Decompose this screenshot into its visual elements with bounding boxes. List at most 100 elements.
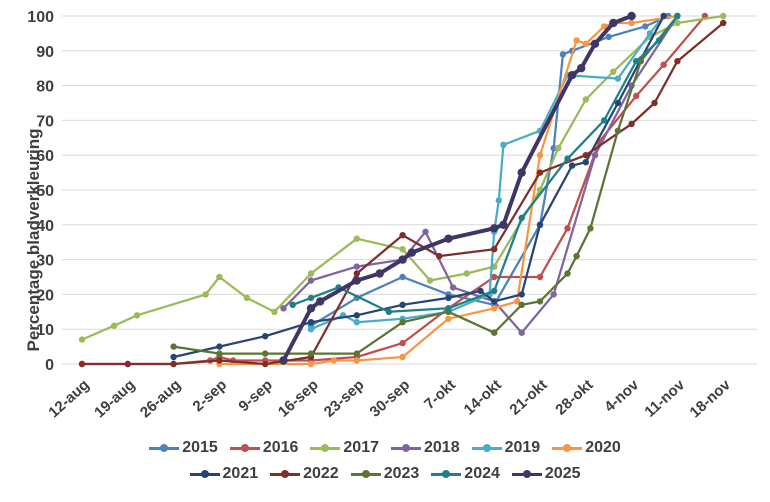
x-tick-label: 4-nov: [601, 376, 643, 416]
y-tick-label: 40: [36, 218, 54, 235]
legend-swatch: [552, 444, 583, 452]
series-line: [172, 14, 679, 355]
legend-row: 2021 2022 2023 2024 2025: [184, 463, 587, 485]
data-point-marker: [445, 305, 452, 312]
data-point-marker: [307, 294, 315, 302]
data-point-marker: [582, 152, 589, 159]
y-tick-labels: 0 10 20 30 40 50 60 70 80 90 100: [27, 9, 54, 374]
series-lines: [78, 11, 727, 368]
data-point-marker: [124, 360, 131, 368]
data-point-marker: [399, 232, 406, 239]
data-point-marker: [307, 350, 315, 357]
legend-item-2025: 2025: [511, 463, 580, 485]
data-point-marker: [614, 99, 622, 107]
y-tick-label: 70: [36, 113, 54, 130]
data-point-marker: [398, 255, 407, 264]
data-point-marker: [559, 51, 567, 58]
data-point-marker: [518, 329, 525, 336]
legend-label: 2016: [262, 439, 299, 456]
y-tick-label: 50: [36, 183, 54, 200]
data-point-marker: [316, 297, 325, 306]
data-point-marker: [610, 68, 617, 75]
x-tick-label: 11-nov: [641, 376, 688, 421]
series-2017: [78, 12, 727, 343]
data-point-marker: [550, 291, 557, 298]
data-point-marker: [720, 12, 727, 20]
data-point-marker: [445, 315, 452, 322]
data-point-marker: [477, 287, 484, 295]
legend-item-2024: 2024: [431, 463, 500, 485]
data-point-marker: [605, 33, 612, 41]
legend-marker-dot: [442, 470, 451, 478]
data-point-marker: [614, 127, 622, 134]
legend-swatch: [149, 444, 180, 452]
data-point-marker: [202, 291, 209, 298]
x-tick-label: 14-okt: [461, 376, 505, 418]
legend-item-2022: 2022: [270, 463, 339, 485]
data-point-marker: [352, 276, 361, 285]
data-point-marker: [444, 234, 453, 243]
data-point-marker: [353, 270, 360, 277]
legend-label: 2017: [343, 439, 379, 456]
legend-item-2016: 2016: [229, 437, 299, 459]
line-chart-canvas: 0 10 20 30 40 50 60 70 80 90 100 12-aug19-aug26-aug…: [27, 9, 757, 421]
data-point-marker: [720, 19, 727, 27]
data-point-marker: [573, 252, 580, 260]
data-point-marker: [600, 117, 608, 124]
data-point-marker: [399, 319, 406, 326]
x-tick-label: 30-sep: [367, 376, 414, 420]
data-point-marker: [491, 329, 498, 336]
legend-marker-dot: [522, 470, 531, 478]
data-point-marker: [500, 141, 507, 148]
data-point-marker: [564, 270, 571, 277]
series-line: [218, 14, 679, 366]
data-point-marker: [536, 152, 544, 159]
data-point-marker: [628, 19, 635, 27]
data-point-marker: [353, 235, 360, 242]
x-tick-label: 18-nov: [687, 376, 735, 421]
data-point-marker: [449, 284, 457, 291]
series-2019: [307, 12, 667, 333]
y-tick-label: 60: [36, 148, 54, 165]
data-point-marker: [674, 12, 681, 20]
legend-item-2023: 2023: [350, 463, 419, 485]
series-line: [291, 14, 679, 313]
data-point-marker: [651, 99, 658, 107]
legend-label: 2024: [464, 465, 500, 482]
data-point-marker: [353, 312, 360, 319]
data-point-marker: [536, 298, 544, 305]
data-point-marker: [587, 225, 594, 232]
series-line: [80, 21, 725, 366]
data-point-marker: [642, 23, 649, 30]
legend-item-2019: 2019: [471, 437, 540, 459]
legend-marker-dot: [160, 444, 169, 452]
data-point-marker: [633, 92, 640, 100]
data-point-marker: [628, 120, 635, 128]
legend-item-2020: 2020: [552, 437, 621, 459]
data-point-marker: [518, 214, 525, 221]
legend-marker-dot: [281, 470, 290, 478]
legend-swatch: [270, 470, 301, 478]
data-point-marker: [495, 197, 502, 204]
data-point-marker: [407, 248, 416, 257]
data-point-marker: [582, 96, 589, 103]
data-point-marker: [536, 273, 544, 281]
data-point-marker: [582, 159, 589, 166]
data-point-marker: [445, 294, 452, 302]
data-point-marker: [243, 294, 251, 302]
legend-item-2015: 2015: [149, 437, 218, 459]
data-point-marker: [491, 273, 498, 281]
x-tick-label: 19-aug: [91, 376, 138, 421]
data-point-marker: [660, 61, 667, 68]
legend-swatch: [310, 444, 341, 452]
data-point-marker: [216, 350, 223, 357]
data-point-marker: [555, 145, 562, 152]
series-2022: [78, 19, 727, 368]
data-point-marker: [399, 246, 406, 253]
data-point-marker: [307, 270, 315, 277]
legend-swatch: [229, 444, 260, 452]
y-tick-label: 80: [36, 79, 54, 96]
data-point-marker: [518, 291, 525, 298]
data-point-marker: [518, 301, 525, 308]
